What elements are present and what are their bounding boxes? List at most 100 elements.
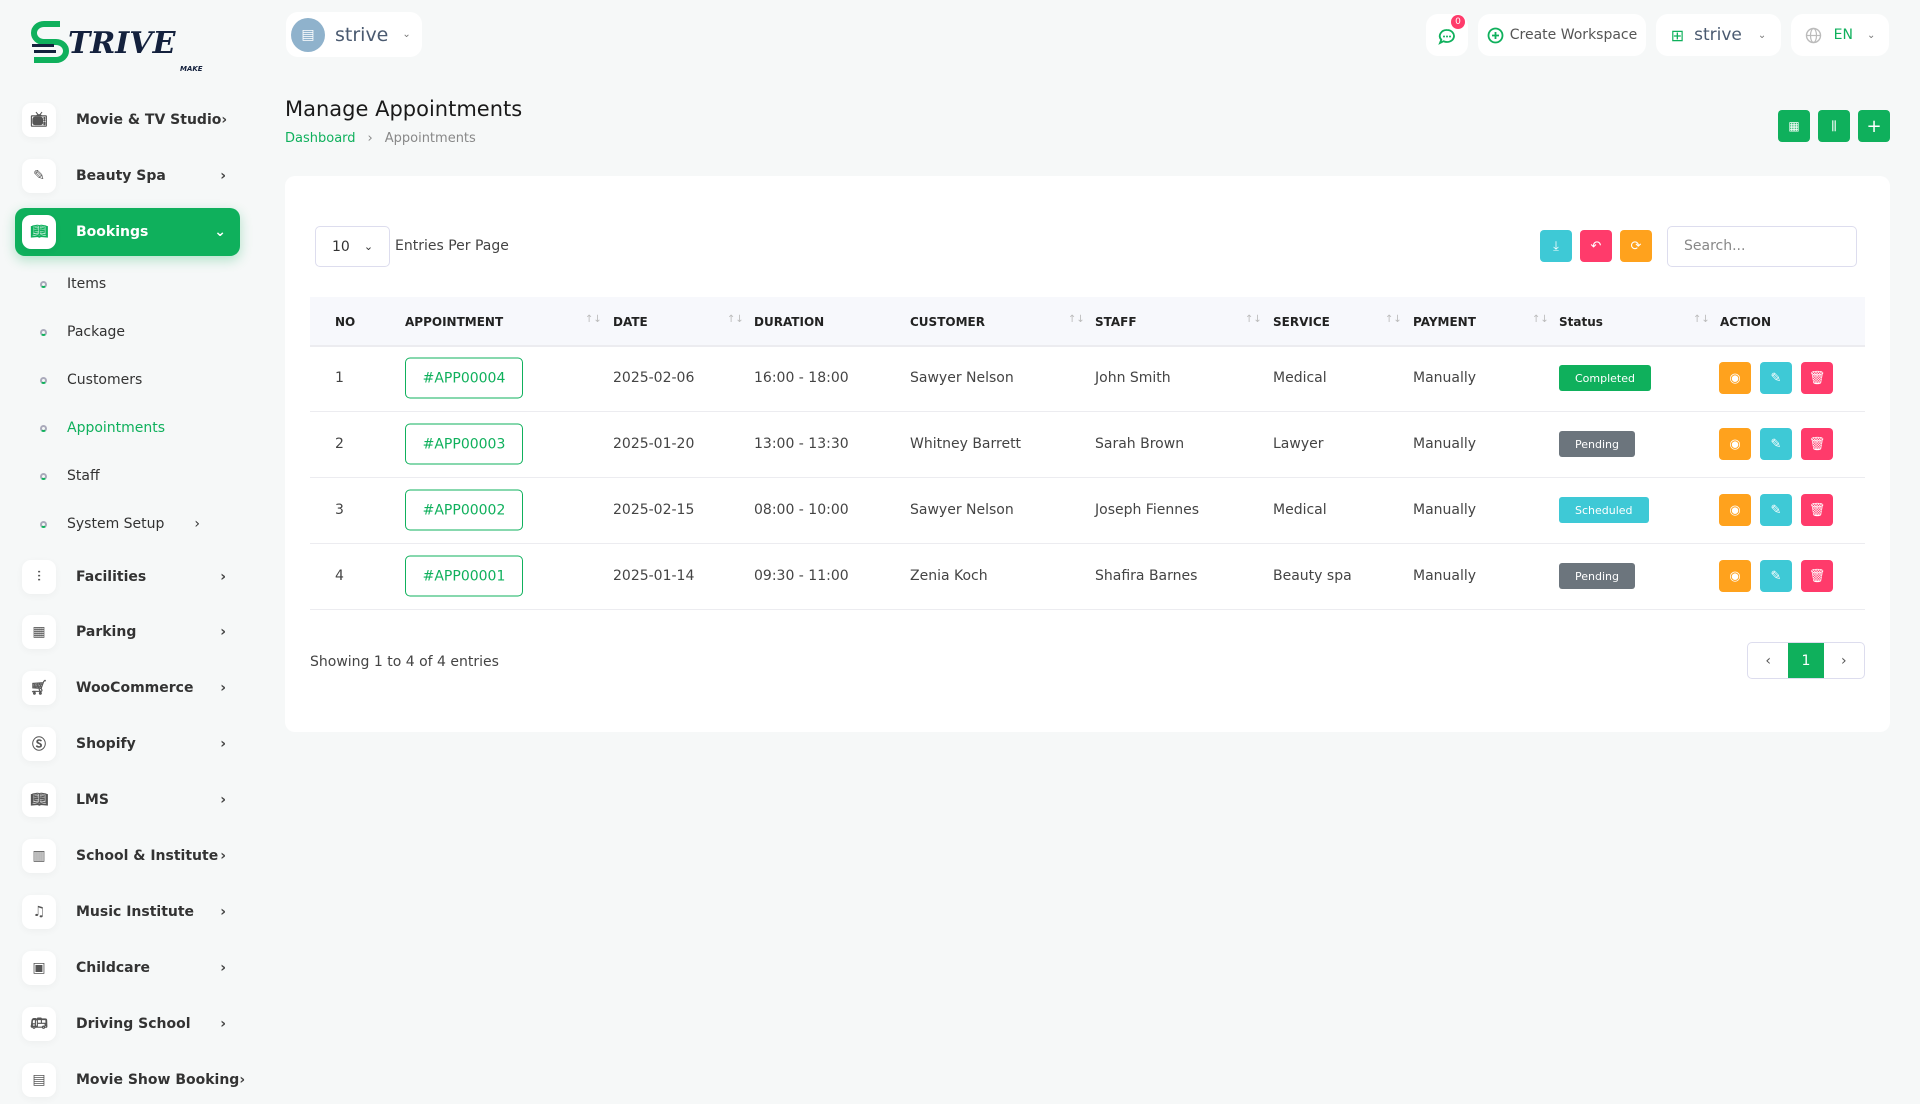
entries-value: 10 xyxy=(332,238,350,255)
delete-button[interactable]: 🗑︎ xyxy=(1801,428,1833,460)
column-header-duration[interactable]: DURATION xyxy=(754,315,825,329)
sidebar-item-label: Music Institute xyxy=(76,904,195,920)
refresh-button[interactable]: ⟳ xyxy=(1620,230,1652,262)
sidebar-item-label: Movie Show Booking xyxy=(76,1072,240,1088)
submenu-item-appointments[interactable]: Appointments xyxy=(40,413,240,443)
row-customer: Whitney Barrett xyxy=(910,436,1022,452)
column-header-status[interactable]: Status xyxy=(1559,315,1603,329)
sidebar-item-driving-school[interactable]: 🚌︎ Driving School › xyxy=(15,1000,240,1048)
bullet-icon xyxy=(40,472,47,480)
appointment-id-link[interactable]: #APP00004 xyxy=(405,357,523,399)
row-service: Medical xyxy=(1273,370,1327,386)
messages-button[interactable]: 0 xyxy=(1426,14,1468,56)
edit-button[interactable]: ✎ xyxy=(1760,494,1792,526)
sidebar-item-bookings[interactable]: 📖︎ Bookings ⌄ xyxy=(15,208,240,256)
notification-badge: 0 xyxy=(1451,15,1465,29)
submenu-item-items[interactable]: Items xyxy=(40,269,240,299)
add-appointment-button[interactable]: + xyxy=(1858,110,1890,142)
sort-icon[interactable]: ↑↓ xyxy=(1245,314,1262,325)
view-button[interactable]: ◉ xyxy=(1719,560,1751,592)
account-name: strive xyxy=(1694,25,1742,45)
sort-icon[interactable]: ↑↓ xyxy=(1693,314,1710,325)
appointment-id-link[interactable]: #APP00002 xyxy=(405,489,523,531)
row-payment: Manually xyxy=(1413,568,1477,584)
kanban-button[interactable]: ⫼ xyxy=(1818,110,1850,142)
sidebar-item-shopify[interactable]: Ⓢ Shopify › xyxy=(15,720,240,768)
sidebar-item-beauty-spa[interactable]: ✎ Beauty Spa › xyxy=(15,152,240,200)
bullet-icon xyxy=(40,424,47,432)
row-payment: Manually xyxy=(1413,502,1477,518)
edit-button[interactable]: ✎ xyxy=(1760,560,1792,592)
edit-button[interactable]: ✎ xyxy=(1760,362,1792,394)
cart-icon: 🛒︎ xyxy=(22,671,56,705)
submenu-item-staff[interactable]: Staff xyxy=(40,461,240,491)
chevron-right-icon: › xyxy=(221,112,228,128)
submenu-item-system-setup[interactable]: System Setup › xyxy=(40,509,240,539)
next-page-button[interactable]: › xyxy=(1841,652,1847,669)
edit-button[interactable]: ✎ xyxy=(1760,428,1792,460)
undo-button[interactable]: ↶ xyxy=(1580,230,1612,262)
workspace-selector[interactable]: ▤ strive ⌄ xyxy=(286,12,422,57)
view-button[interactable]: ◉ xyxy=(1719,362,1751,394)
calendar-button[interactable]: ▦ xyxy=(1778,110,1810,142)
status-badge: Completed xyxy=(1559,365,1651,391)
column-header-action[interactable]: ACTION xyxy=(1720,315,1771,329)
account-selector[interactable]: ⊞ strive ⌄ xyxy=(1656,14,1781,56)
prev-page-button[interactable]: ‹ xyxy=(1765,652,1771,669)
sidebar-item-music-institute[interactable]: ♫ Music Institute › xyxy=(15,888,240,936)
appointment-id-link[interactable]: #APP00003 xyxy=(405,423,523,465)
sidebar-item-label: Driving School xyxy=(76,1016,191,1032)
appointment-id-link[interactable]: #APP00001 xyxy=(405,555,523,597)
language-selector[interactable]: EN ⌄ xyxy=(1791,14,1889,56)
view-button[interactable]: ◉ xyxy=(1719,494,1751,526)
sidebar-item-movie-show-booking[interactable]: ▤ Movie Show Booking › xyxy=(15,1056,245,1104)
row-staff: Sarah Brown xyxy=(1095,436,1185,452)
column-header-payment[interactable]: PAYMENT xyxy=(1413,315,1476,329)
column-header-staff[interactable]: STAFF xyxy=(1095,315,1137,329)
delete-button[interactable]: 🗑︎ xyxy=(1801,362,1833,394)
bullet-icon xyxy=(40,376,47,384)
column-header-date[interactable]: DATE xyxy=(613,315,648,329)
entries-per-page-select[interactable]: 10 ⌄ xyxy=(315,226,390,267)
export-button[interactable]: ⤓ xyxy=(1540,230,1572,262)
sidebar-item-woocommerce[interactable]: 🛒︎ WooCommerce › xyxy=(15,664,240,712)
delete-button[interactable]: 🗑︎ xyxy=(1801,494,1833,526)
sort-icon[interactable]: ↑↓ xyxy=(727,314,744,325)
sidebar-item-parking[interactable]: ▦ Parking › xyxy=(15,608,240,656)
view-button[interactable]: ◉ xyxy=(1719,428,1751,460)
column-header-no[interactable]: NO xyxy=(335,315,356,329)
page-1-button[interactable]: 1 xyxy=(1788,643,1824,678)
trash-icon: 🗑︎ xyxy=(1808,502,1826,518)
search-input[interactable] xyxy=(1667,226,1857,267)
row-divider xyxy=(310,543,1865,544)
bullet-icon xyxy=(40,520,47,528)
sort-icon[interactable]: ↑↓ xyxy=(1068,314,1085,325)
column-header-appointment[interactable]: APPOINTMENT xyxy=(405,315,504,329)
sidebar-item-school-institute[interactable]: ▥ School & Institute › xyxy=(15,832,240,880)
chevron-right-icon: › xyxy=(194,516,200,532)
sort-icon[interactable]: ↑↓ xyxy=(585,314,602,325)
sidebar-item-movie-tv-studio[interactable]: 📺︎ Movie & TV Studio › xyxy=(15,96,240,144)
chevron-right-icon: › xyxy=(239,1072,246,1088)
sort-icon[interactable]: ↑↓ xyxy=(1385,314,1402,325)
submenu-item-customers[interactable]: Customers xyxy=(40,365,240,395)
submenu-label: Appointments xyxy=(67,420,166,436)
status-badge: Pending xyxy=(1559,563,1635,589)
row-payment: Manually xyxy=(1413,436,1477,452)
create-workspace-button[interactable]: Create Workspace xyxy=(1478,14,1646,56)
column-header-customer[interactable]: CUSTOMER xyxy=(910,315,985,329)
svg-text:MAKE: MAKE xyxy=(180,65,203,72)
submenu-item-package[interactable]: Package xyxy=(40,317,240,347)
breadcrumb-dashboard[interactable]: Dashboard xyxy=(285,131,356,146)
sidebar-item-childcare[interactable]: ▣ Childcare › xyxy=(15,944,240,992)
ticket-icon: ▤ xyxy=(22,1063,56,1097)
sidebar-item-facilities[interactable]: ⫶ Facilities › xyxy=(15,553,240,601)
row-date: 2025-01-14 xyxy=(613,568,695,584)
sidebar-item-lms[interactable]: 📖︎ LMS › xyxy=(15,776,240,824)
chevron-right-icon: › xyxy=(220,904,226,920)
column-header-service[interactable]: SERVICE xyxy=(1273,315,1330,329)
sort-icon[interactable]: ↑↓ xyxy=(1532,314,1549,325)
row-date: 2025-02-15 xyxy=(613,502,695,518)
delete-button[interactable]: 🗑︎ xyxy=(1801,560,1833,592)
